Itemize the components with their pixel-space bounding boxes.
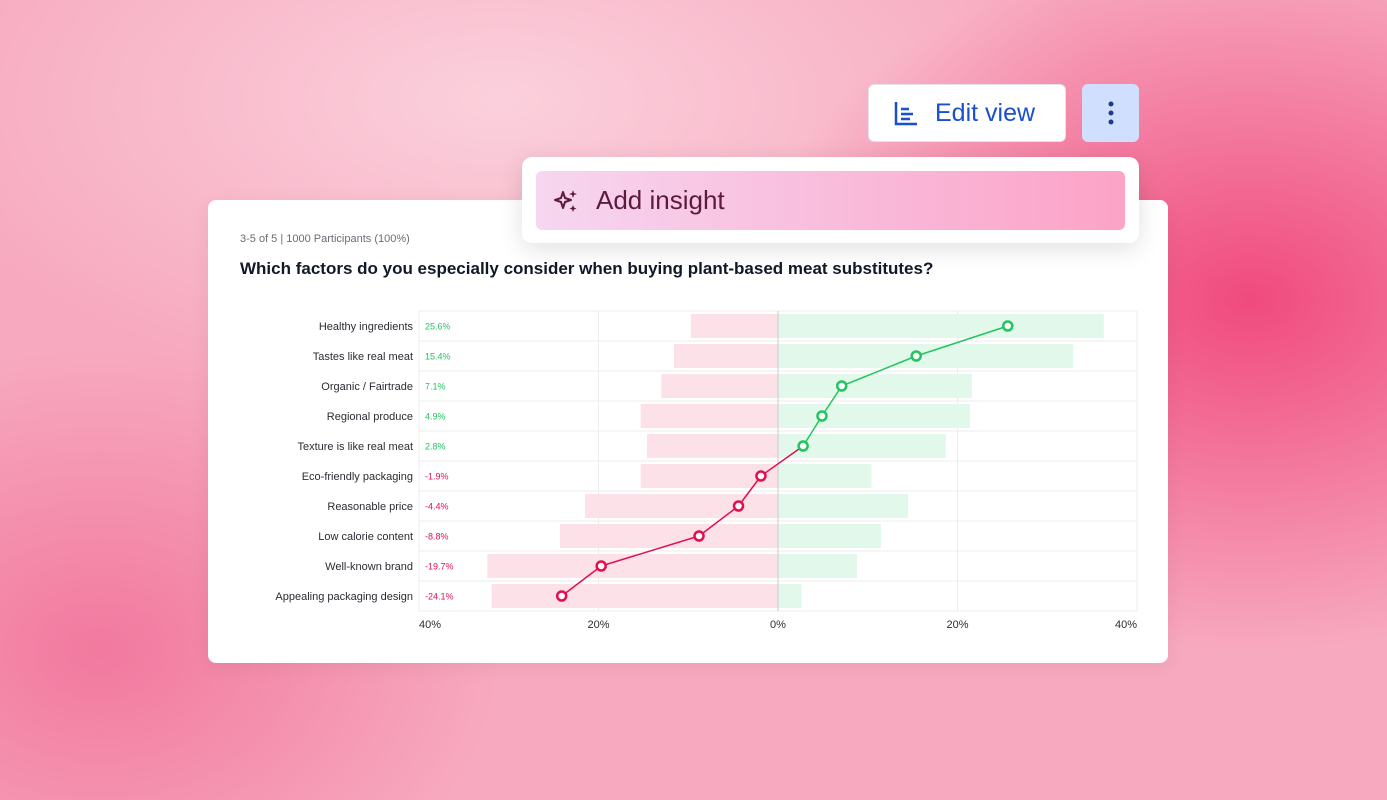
positive-bar [778, 494, 909, 518]
x-tick-label: 40% [1115, 619, 1137, 631]
category-label: Healthy ingredients [319, 321, 414, 333]
vertical-ellipsis-icon [1108, 101, 1113, 125]
net-line-segment [561, 565, 602, 597]
net-point [797, 440, 809, 452]
edit-view-label: Edit view [935, 98, 1036, 127]
net-line-segment [821, 385, 843, 417]
net-value-label: 25.6% [425, 322, 451, 332]
net-value-label: 7.1% [425, 382, 446, 392]
x-tick-label: 20% [946, 619, 968, 631]
x-tick-label: 20% [587, 619, 609, 631]
negative-bar [646, 434, 778, 458]
category-label: Low calorie content [318, 531, 413, 543]
category-label: Regional produce [327, 411, 413, 423]
net-value-label: -4.4% [425, 502, 449, 512]
net-value-label: -8.8% [425, 532, 449, 542]
category-label: Eco-friendly packaging [302, 471, 413, 483]
negative-bar [673, 344, 778, 368]
net-point [732, 500, 745, 512]
more-options-button[interactable] [1082, 84, 1139, 142]
category-label: Appealing packaging design [275, 591, 413, 603]
net-value-label: 4.9% [425, 412, 446, 422]
net-point [555, 590, 568, 602]
net-point [816, 410, 828, 422]
chart-card: 3-5 of 5 | 1000 Participants (100%) Whic… [208, 200, 1168, 663]
positive-bar [778, 584, 802, 608]
bar-chart-icon [894, 102, 917, 126]
edit-view-button[interactable]: Edit view [868, 84, 1066, 142]
x-tick-label: 40% [419, 619, 441, 631]
add-insight-button[interactable]: Add insight [536, 171, 1125, 230]
net-line-segment [802, 415, 823, 447]
positive-bar [778, 524, 882, 548]
positive-bar [778, 374, 972, 398]
net-line-segment [841, 355, 917, 387]
positive-bar [778, 554, 857, 578]
net-value-label: 2.8% [425, 442, 446, 452]
negative-bar [690, 314, 778, 338]
net-line-segment [737, 475, 762, 507]
net-value-label: 15.4% [425, 352, 451, 362]
add-insight-label: Add insight [596, 185, 725, 215]
net-line-segment [760, 445, 804, 477]
insight-popup: Add insight [522, 157, 1139, 243]
question-title: Which factors do you especially consider… [240, 259, 934, 278]
net-line-segment [915, 325, 1008, 357]
positive-bar [778, 404, 971, 428]
net-point [755, 470, 767, 482]
positive-bar [778, 344, 1074, 368]
negative-bar [661, 374, 778, 398]
net-point [835, 380, 848, 392]
negative-bar [559, 524, 778, 548]
net-point [1002, 320, 1014, 332]
positive-bar [778, 464, 872, 488]
category-label: Reasonable price [327, 501, 413, 513]
category-label: Organic / Fairtrade [321, 381, 413, 393]
net-value-label: -1.9% [425, 472, 449, 482]
net-value-label: -19.7% [425, 562, 454, 572]
negative-bar [585, 494, 778, 518]
x-tick-label: 0% [770, 619, 786, 631]
negative-bar [487, 554, 778, 578]
category-label: Well-known brand [325, 561, 413, 573]
net-line-segment [600, 535, 700, 567]
negative-bar [640, 404, 778, 428]
category-label: Tastes like real meat [313, 351, 413, 363]
net-line-segment [698, 505, 739, 537]
net-point [595, 560, 607, 572]
net-value-label: -24.1% [425, 592, 454, 602]
net-point [693, 530, 705, 542]
positive-bar [778, 314, 1104, 338]
negative-bar [491, 584, 778, 608]
net-point [910, 350, 922, 362]
category-label: Texture is like real meat [297, 441, 413, 453]
diverging-chart: Healthy ingredients 25.6% Tastes like real… [275, 310, 1138, 631]
participants-meta: 3-5 of 5 | 1000 Participants (100%) [240, 233, 410, 245]
sparkles-icon [554, 189, 577, 212]
